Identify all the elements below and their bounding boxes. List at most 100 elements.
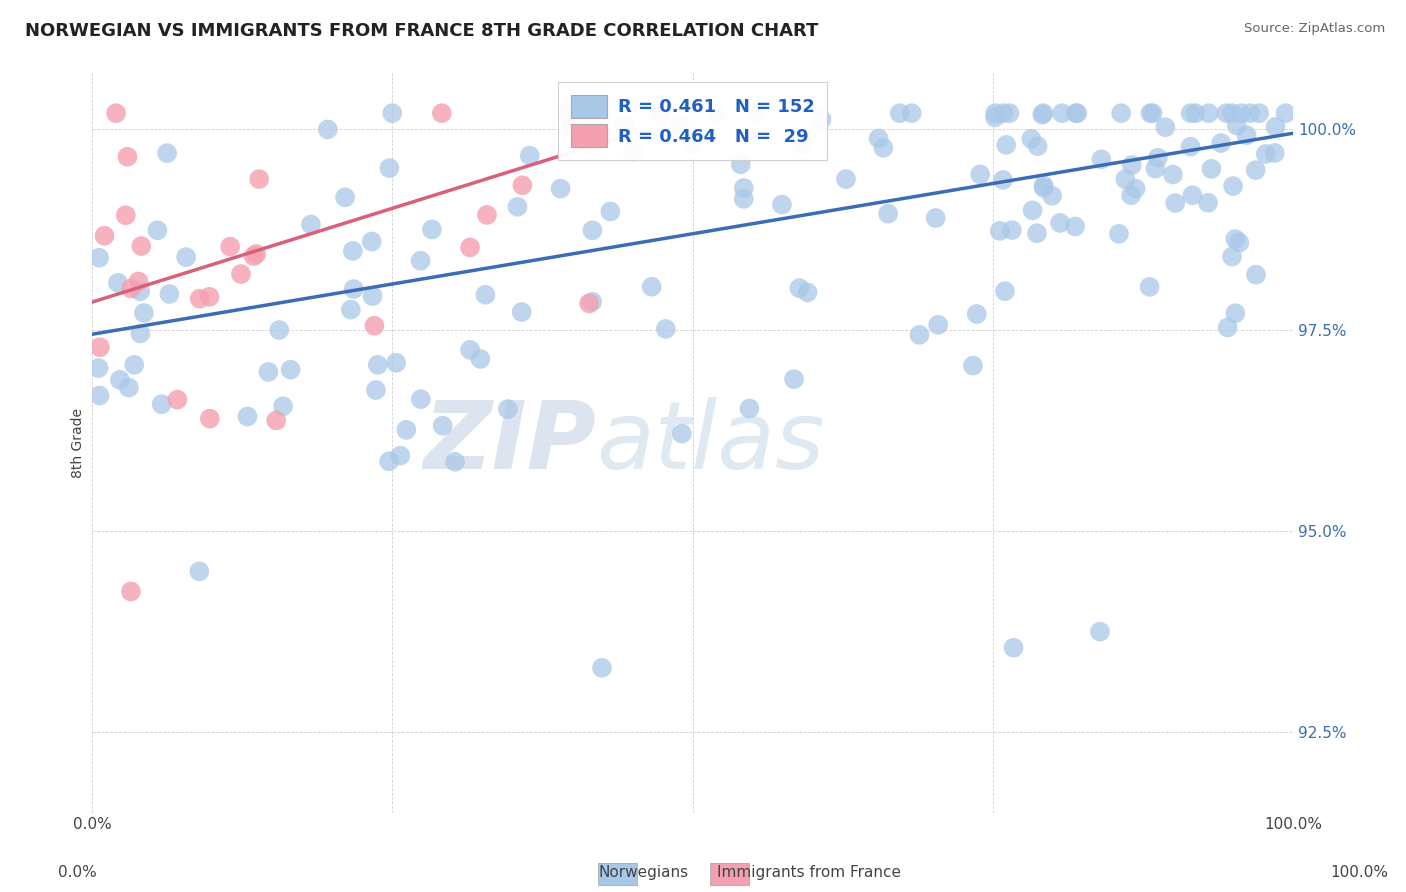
Point	[872, 141, 894, 155]
Point	[188, 292, 211, 306]
Point	[1064, 106, 1087, 120]
Point	[1019, 132, 1042, 146]
Point	[991, 173, 1014, 187]
Point	[613, 120, 636, 134]
Point	[733, 192, 755, 206]
Point	[889, 106, 911, 120]
Point	[810, 112, 832, 127]
Point	[1184, 106, 1206, 120]
Text: ZIP: ZIP	[423, 397, 596, 489]
Point	[120, 281, 142, 295]
Point	[835, 172, 858, 186]
Point	[1146, 151, 1168, 165]
Point	[1066, 106, 1088, 120]
Point	[1226, 119, 1249, 133]
Point	[280, 362, 302, 376]
Point	[1209, 136, 1232, 150]
Point	[269, 323, 291, 337]
Point	[132, 306, 155, 320]
Point	[641, 279, 664, 293]
Point	[1181, 188, 1204, 202]
Point	[655, 322, 678, 336]
Point	[792, 137, 814, 152]
Point	[340, 302, 363, 317]
Point	[342, 244, 364, 258]
Point	[166, 392, 188, 407]
Point	[1161, 168, 1184, 182]
Point	[988, 224, 1011, 238]
Point	[458, 343, 481, 357]
Point	[1050, 106, 1073, 120]
Point	[1220, 106, 1243, 120]
Point	[89, 340, 111, 354]
Point	[107, 276, 129, 290]
Text: NORWEGIAN VS IMMIGRANTS FROM FRANCE 8TH GRADE CORRELATION CHART: NORWEGIAN VS IMMIGRANTS FROM FRANCE 8TH …	[25, 22, 818, 40]
Point	[128, 275, 150, 289]
Text: Source: ZipAtlas.com: Source: ZipAtlas.com	[1244, 22, 1385, 36]
Point	[512, 178, 534, 193]
Point	[770, 197, 793, 211]
Point	[1239, 106, 1261, 120]
Point	[1249, 106, 1271, 120]
Point	[995, 137, 1018, 152]
Point	[1021, 203, 1043, 218]
Point	[236, 409, 259, 424]
Point	[1032, 106, 1054, 120]
Point	[1002, 640, 1025, 655]
Point	[150, 397, 173, 411]
Point	[1026, 139, 1049, 153]
Point	[557, 106, 579, 120]
Point	[927, 318, 949, 332]
Point	[993, 106, 1015, 120]
Point	[908, 327, 931, 342]
Point	[738, 401, 761, 416]
Point	[124, 358, 146, 372]
Point	[1040, 188, 1063, 202]
Point	[668, 119, 690, 133]
Point	[550, 181, 572, 195]
Point	[1180, 139, 1202, 153]
Point	[242, 249, 264, 263]
Point	[733, 181, 755, 195]
Point	[385, 356, 408, 370]
Point	[157, 287, 180, 301]
Point	[93, 228, 115, 243]
Point	[444, 455, 467, 469]
Point	[1180, 106, 1202, 120]
Legend: R = 0.461   N = 152, R = 0.464   N =  29: R = 0.461 N = 152, R = 0.464 N = 29	[558, 82, 827, 160]
Point	[156, 146, 179, 161]
Point	[510, 305, 533, 319]
Point	[1198, 106, 1220, 120]
Point	[984, 110, 1007, 124]
Point	[361, 289, 384, 303]
Point	[1264, 145, 1286, 160]
Point	[578, 296, 600, 310]
Point	[360, 235, 382, 249]
Text: 0.0%: 0.0%	[58, 865, 97, 880]
Point	[105, 106, 128, 120]
Point	[389, 449, 412, 463]
Point	[1227, 235, 1250, 250]
Point	[1031, 107, 1053, 121]
Point	[420, 222, 443, 236]
Point	[264, 413, 287, 427]
Point	[671, 426, 693, 441]
Point	[1032, 178, 1054, 193]
Point	[621, 145, 644, 159]
Text: Norwegians: Norwegians	[599, 865, 689, 880]
Point	[1215, 106, 1237, 120]
Point	[1139, 280, 1161, 294]
Point	[579, 136, 602, 151]
Point	[87, 361, 110, 376]
Point	[378, 161, 401, 175]
Point	[984, 106, 1007, 120]
Point	[343, 282, 366, 296]
Point	[129, 239, 152, 253]
Point	[333, 190, 356, 204]
Point	[432, 418, 454, 433]
Point	[1244, 163, 1267, 178]
Point	[730, 157, 752, 171]
Point	[1164, 196, 1187, 211]
Point	[271, 399, 294, 413]
Point	[108, 373, 131, 387]
